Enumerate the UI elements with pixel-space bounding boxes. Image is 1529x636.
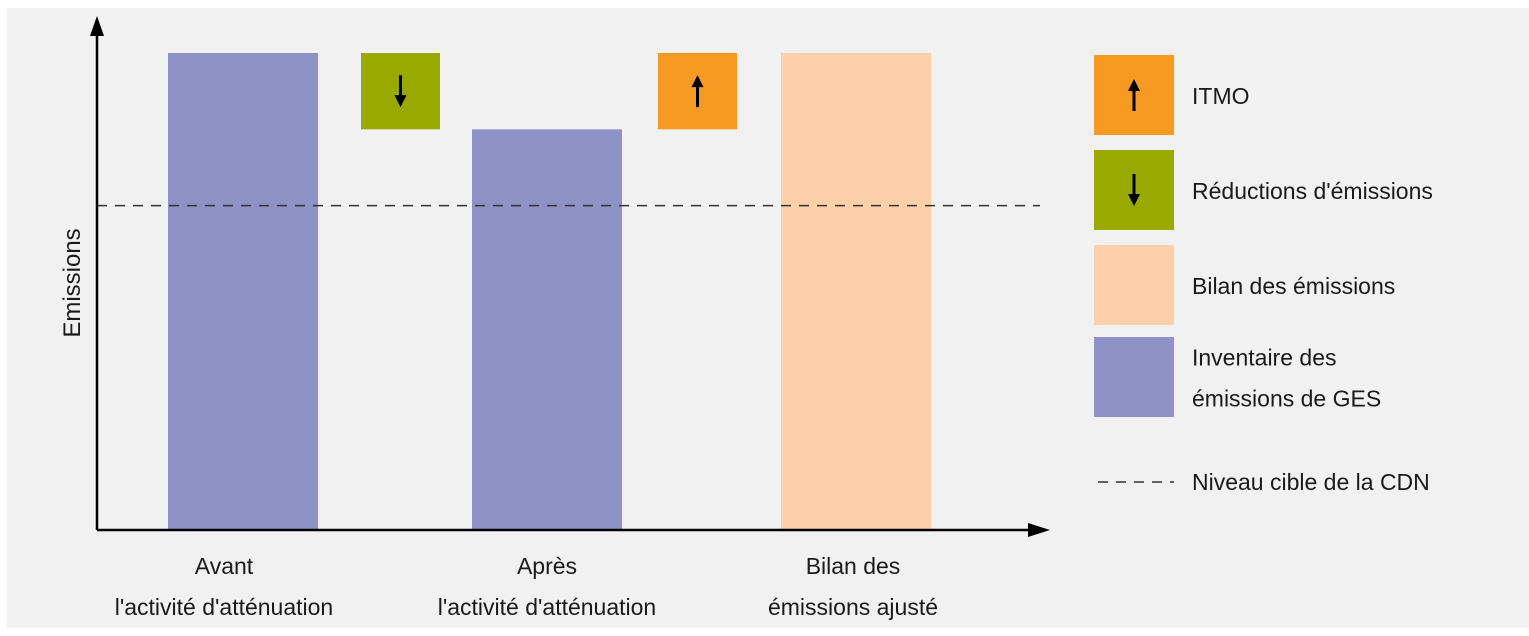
legend: ITMO Réductions d'émissions Bilan des émis… — [1094, 55, 1433, 495]
bar-inventory-1 — [472, 129, 622, 530]
legend-item-itmo: ITMO — [1094, 55, 1250, 135]
legend-swatch-balance — [1094, 245, 1174, 325]
arrow-up-icon — [691, 75, 704, 108]
y-axis-arrowhead — [90, 16, 104, 36]
arrow-up-icon — [1128, 79, 1140, 111]
adjustment-reduction — [361, 53, 440, 130]
arrow-down-icon — [394, 75, 407, 108]
adjustments-layer — [361, 53, 737, 130]
legend-label-reduction: Réductions d'émissions — [1192, 178, 1433, 204]
axes-layer — [90, 16, 1050, 537]
category-label-1: Après l'activité d'atténuation — [438, 553, 656, 620]
category-label-0: Avant l'activité d'atténuation — [115, 553, 333, 620]
legend-label-itmo: ITMO — [1192, 83, 1250, 109]
y-axis-label: Emissions — [59, 228, 86, 337]
legend-item-reduction: Réductions d'émissions — [1094, 150, 1433, 230]
arrow-down-icon — [1128, 174, 1140, 206]
x-axis-arrowhead — [1028, 523, 1050, 537]
legend-label-target: Niveau cible de la CDN — [1192, 469, 1430, 495]
legend-item-balance: Bilan des émissions — [1094, 245, 1395, 325]
category-label-2: Bilan des émissions ajusté — [768, 553, 938, 620]
legend-label-balance: Bilan des émissions — [1192, 273, 1395, 299]
legend-item-inventory: Inventaire des émissions de GES — [1094, 337, 1381, 417]
bar-inventory-0 — [168, 53, 318, 530]
category-labels-layer: Avant l'activité d'atténuation Après l'acti… — [115, 553, 938, 620]
legend-label-inventory: Inventaire des émissions de GES — [1192, 345, 1381, 412]
bar-balance-2 — [781, 53, 931, 530]
legend-swatch-inventory — [1094, 337, 1174, 417]
adjustment-itmo — [658, 53, 737, 130]
legend-item-target: Niveau cible de la CDN — [1098, 469, 1430, 495]
bars-layer — [168, 53, 931, 530]
